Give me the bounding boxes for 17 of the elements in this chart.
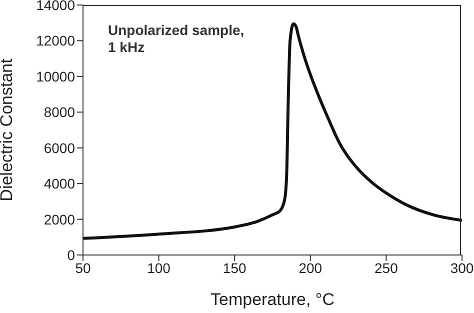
y-tick-label: 4000 [44,176,76,192]
y-tick-label: 2000 [44,211,76,228]
x-tick-label: 50 [75,260,91,276]
x-tick-label: 300 [450,260,474,276]
y-tick-label: 6000 [44,140,76,156]
x-tick-label: 250 [374,260,398,276]
y-axis-title: Dielectric Constant [0,58,16,202]
y-tick-label: 12000 [36,32,76,49]
x-tick-label: 100 [147,260,171,276]
y-tick-label: 10000 [36,68,76,84]
x-tick-label: 150 [222,260,246,276]
y-tick-label: 0 [67,246,76,263]
x-axis-title: Temperature, °C [210,290,334,309]
y-tick-label: 8000 [44,104,76,120]
x-tick-label: 200 [298,260,322,276]
annotation: Unpolarized sample, 1 kHz [108,22,244,56]
y-tick-label: 14000 [36,0,76,13]
